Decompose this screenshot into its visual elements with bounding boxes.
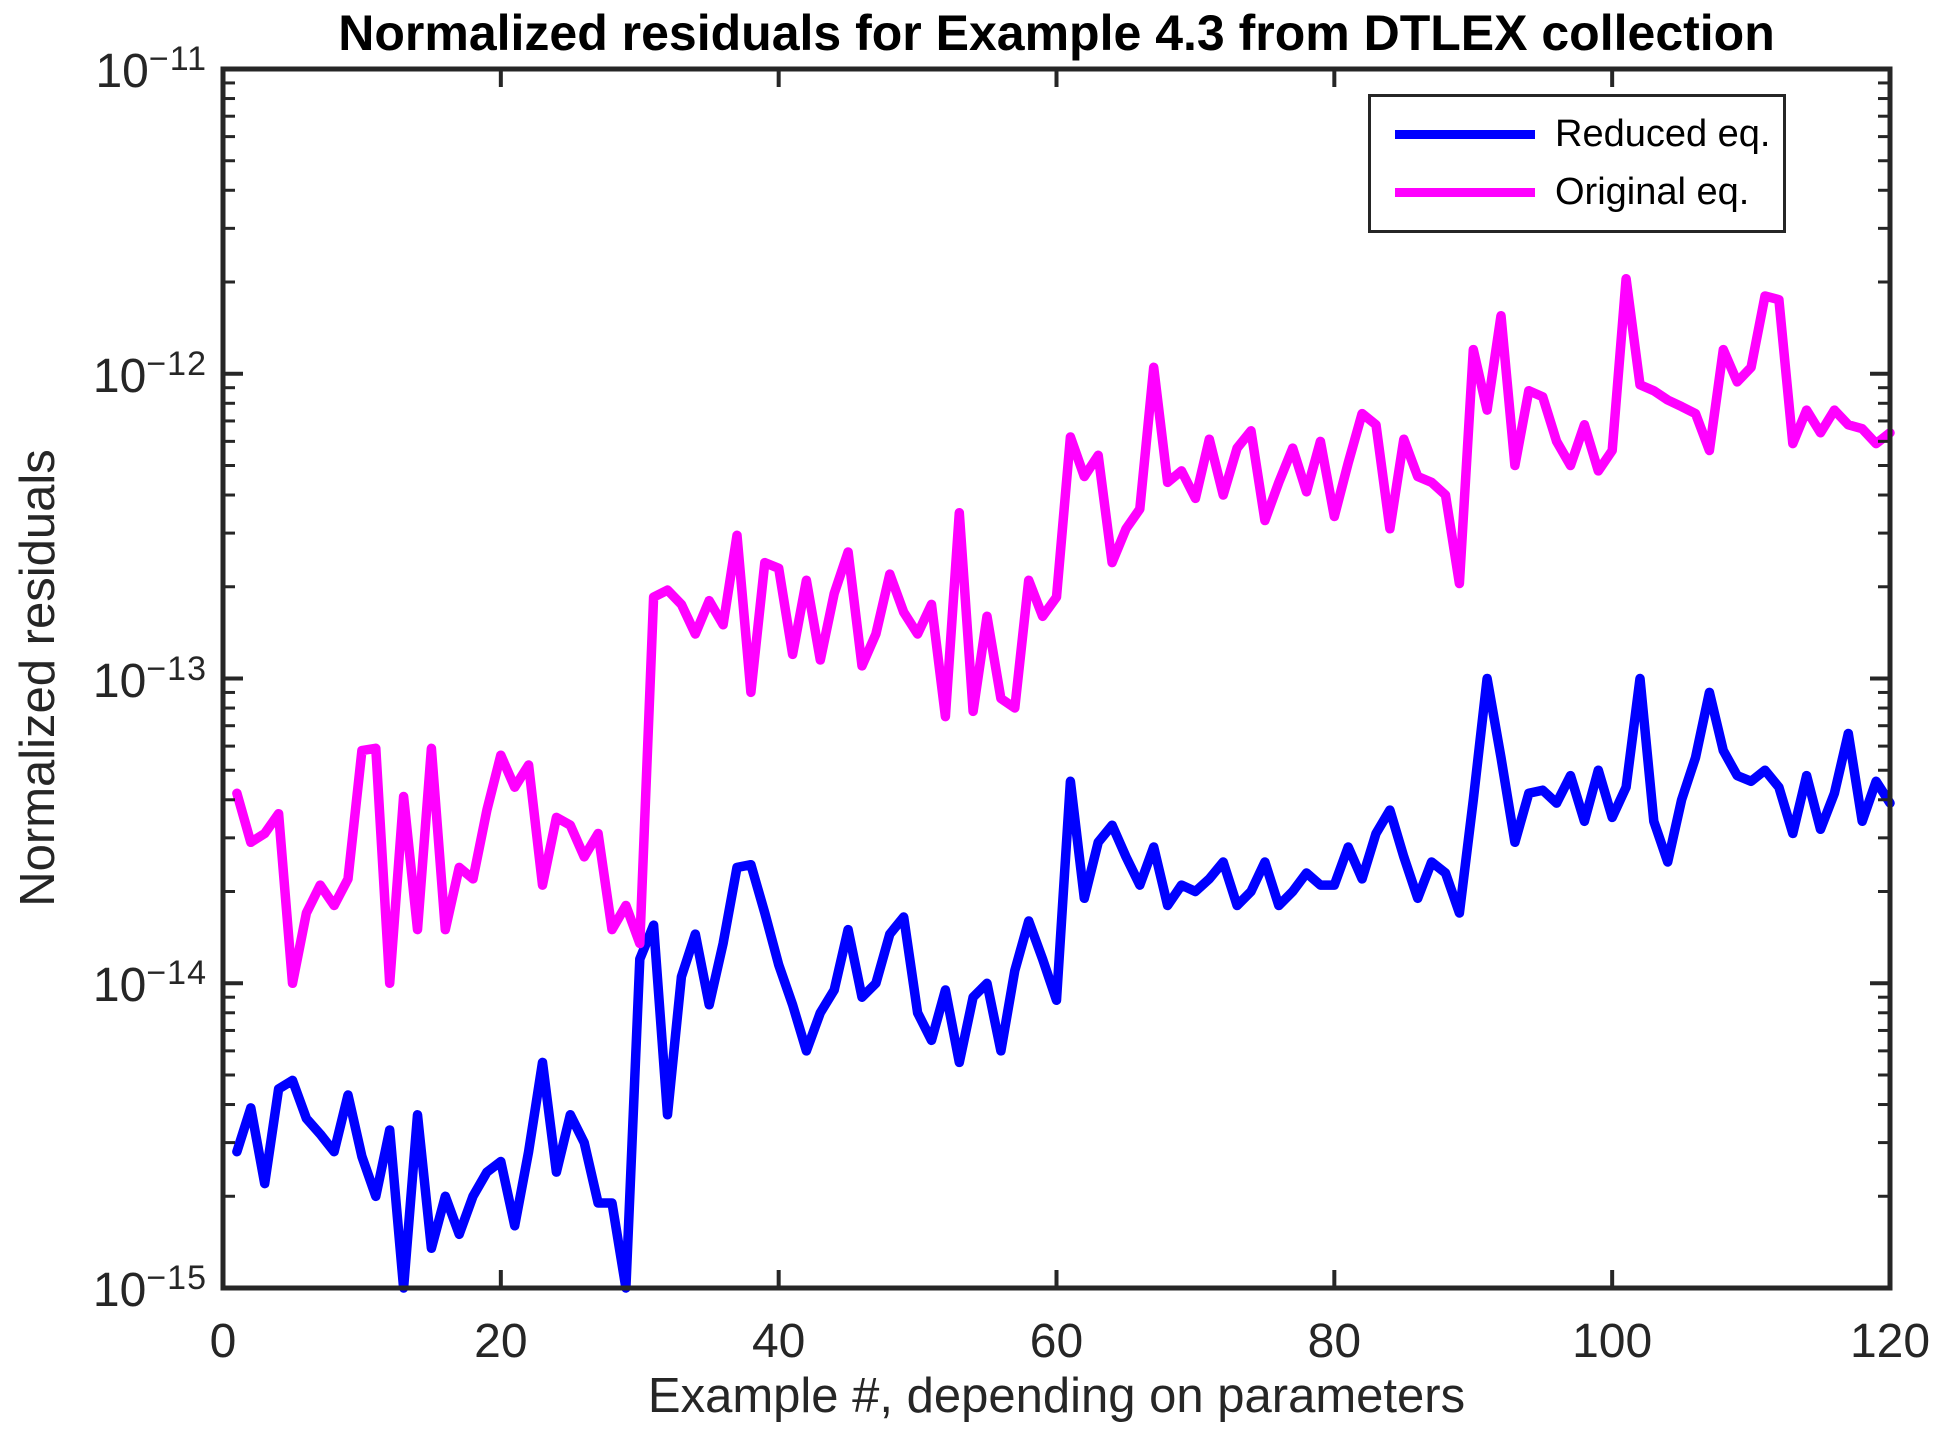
legend-item-reduced-eq[interactable]: Reduced eq. bbox=[1395, 113, 1783, 156]
x-axis-label: Example #, depending on parameters bbox=[647, 1369, 1466, 1423]
y-tick-label: 10−14 bbox=[92, 954, 207, 1013]
legend-label-reduced: Reduced eq. bbox=[1555, 112, 1771, 155]
legend-item-original-eq[interactable]: Original eq. bbox=[1395, 171, 1783, 214]
series-line-original-eq bbox=[232, 273, 1895, 989]
series-line-reduced-eq bbox=[232, 673, 1895, 1293]
legend-line-swatch-original bbox=[1395, 188, 1535, 198]
y-tick-label: 10−12 bbox=[92, 344, 207, 403]
x-tick-label: 120 bbox=[1849, 1315, 1931, 1368]
y-tick-label: 10−15 bbox=[92, 1259, 207, 1317]
x-tick-label: 80 bbox=[1307, 1315, 1362, 1368]
chart-title: Normalized residuals for Example 4.3 fro… bbox=[338, 5, 1775, 61]
x-tick-label: 20 bbox=[474, 1315, 528, 1368]
legend[interactable]: Reduced eq. Original eq. bbox=[1368, 94, 1786, 233]
x-tick-label: 40 bbox=[751, 1315, 806, 1368]
y-tick-label: 10−13 bbox=[92, 649, 207, 708]
x-tick-label: 100 bbox=[1572, 1315, 1653, 1368]
x-tick-label: 60 bbox=[1029, 1315, 1084, 1368]
y-tick-label: 10−11 bbox=[95, 40, 207, 98]
legend-line-swatch-reduced bbox=[1395, 129, 1535, 139]
legend-label-original: Original eq. bbox=[1555, 171, 1750, 214]
x-tick-label: 0 bbox=[209, 1315, 237, 1368]
